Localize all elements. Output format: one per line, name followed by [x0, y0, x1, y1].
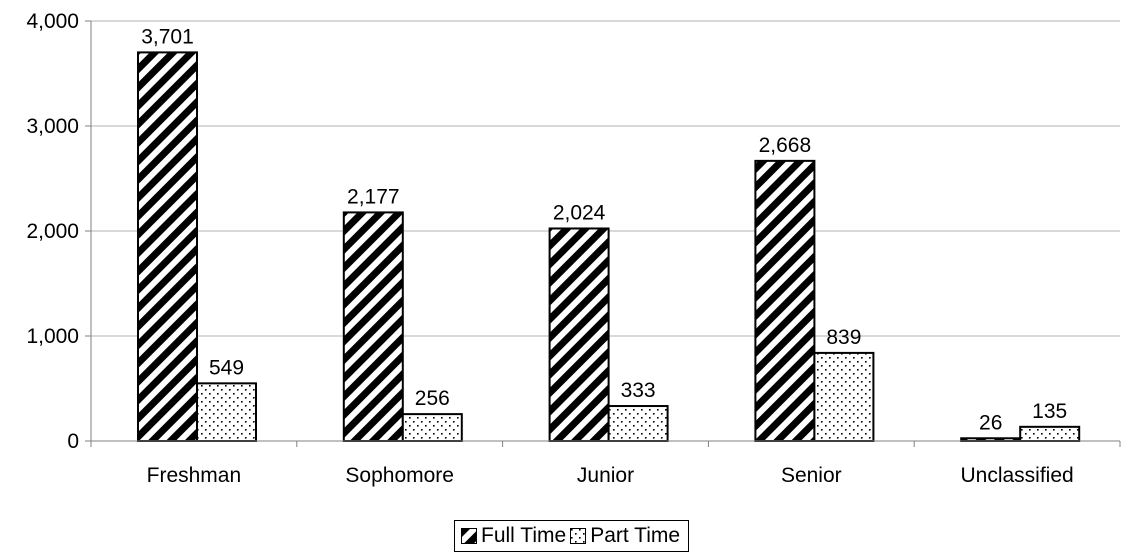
- legend-label-part-time: Part Time: [590, 524, 681, 547]
- legend-item-full-time: Full Time: [461, 524, 566, 548]
- legend-swatch-hatch-icon: [461, 528, 477, 544]
- data-label: 26: [979, 411, 1002, 434]
- y-tick-label: 4,000: [26, 10, 79, 33]
- x-tick-label: Freshman: [147, 464, 242, 487]
- bar-full-time: [342, 211, 404, 442]
- y-tick-label: 1,000: [26, 325, 79, 348]
- data-label: 2,668: [759, 134, 812, 157]
- x-tick-label: Junior: [577, 464, 634, 487]
- legend-label-full-time: Full Time: [481, 524, 567, 547]
- legend-swatch-dots-icon: [570, 528, 587, 544]
- data-label: 135: [1032, 400, 1067, 423]
- y-tick-label: 3,000: [26, 115, 79, 138]
- bar-full-time: [137, 51, 198, 443]
- data-label: 839: [826, 326, 861, 349]
- bar-part-time: [813, 351, 875, 442]
- axes: [85, 20, 1121, 447]
- bar-part-time: [401, 413, 463, 442]
- labels: 0 1,000 2,000 3,000 4,000 3,701 549 Freshman 2,1…: [26, 10, 1073, 487]
- x-tick-label: Unclassified: [960, 464, 1073, 487]
- data-label: 549: [209, 356, 244, 379]
- data-label: 2,177: [347, 185, 400, 208]
- y-tick-label: 2,000: [26, 220, 79, 243]
- chart: 0 1,000 2,000 3,000 4,000 3,701 549 Freshman 2,1…: [26, 10, 1121, 487]
- y-tick-label: 0: [67, 430, 79, 453]
- data-label: 3,701: [141, 25, 194, 48]
- bar-full-time: [754, 159, 816, 443]
- bar-part-time: [196, 382, 257, 443]
- data-label: 2,024: [553, 201, 606, 224]
- bars: [137, 51, 1081, 443]
- bar-part-time: [1019, 425, 1081, 443]
- bar-full-time: [548, 227, 610, 442]
- bar-part-time: [607, 405, 669, 443]
- x-tick-label: Sophomore: [345, 464, 454, 487]
- data-label: 333: [621, 379, 656, 402]
- legend-item-part-time: Part Time: [570, 524, 680, 548]
- data-label: 256: [415, 387, 450, 410]
- x-tick-label: Senior: [781, 464, 842, 487]
- legend: Full Time Part Time: [454, 520, 690, 552]
